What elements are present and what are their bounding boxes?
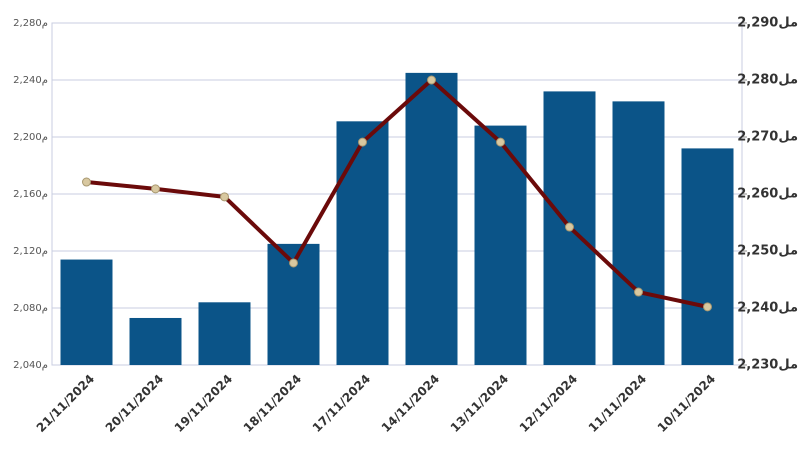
line-marker <box>82 177 91 187</box>
y-tick-label: 2,120م <box>13 246 48 257</box>
line-marker <box>565 222 574 232</box>
bar <box>198 302 251 365</box>
line-marker <box>220 192 229 202</box>
x-tick-label: 17/11/2024 <box>310 372 373 435</box>
line-marker <box>427 75 436 85</box>
x-tick-label: 11/11/2024 <box>586 372 649 435</box>
x-tick-label: 21/11/2024 <box>34 372 97 435</box>
x-tick-label: 18/11/2024 <box>241 372 304 435</box>
bar <box>129 317 182 365</box>
line-marker <box>703 302 712 312</box>
line-marker <box>289 258 298 268</box>
y-tick-label: 2,040م <box>13 360 48 371</box>
y2-tick-label: 2,270مل <box>737 130 798 145</box>
x-tick-label: 20/11/2024 <box>103 372 166 435</box>
x-tick-label: 10/11/2024 <box>655 372 718 435</box>
line <box>86 78 708 309</box>
line-marker <box>634 287 643 297</box>
bar <box>405 72 458 365</box>
y2-tick-label: 2,260مل <box>737 187 798 202</box>
y-tick-label: 2,160م <box>13 189 48 200</box>
y2-tick-label: 2,250مل <box>737 244 798 259</box>
y2-tick-label: 2,290مل <box>737 16 798 31</box>
y-tick-label: 2,280م <box>13 18 48 29</box>
line-marker <box>151 184 160 194</box>
x-tick-label: 19/11/2024 <box>172 372 235 435</box>
x-tick-label: 14/11/2024 <box>379 372 442 435</box>
bar <box>336 121 389 365</box>
y2-tick-label: 2,230مل <box>737 358 798 373</box>
bar <box>681 148 734 365</box>
y-tick-label: 2,080م <box>13 303 48 314</box>
line-marker <box>496 137 505 147</box>
x-tick-label: 12/11/2024 <box>517 372 580 435</box>
bar <box>612 101 665 365</box>
y2-tick-label: 2,240مل <box>737 301 798 316</box>
line-marker <box>358 137 367 147</box>
y-tick-label: 2,200م <box>13 132 48 143</box>
x-tick-label: 13/11/2024 <box>448 372 511 435</box>
y-tick-label: 2,240م <box>13 75 48 86</box>
y2-tick-label: 2,280مل <box>737 73 798 88</box>
bar <box>60 259 113 365</box>
